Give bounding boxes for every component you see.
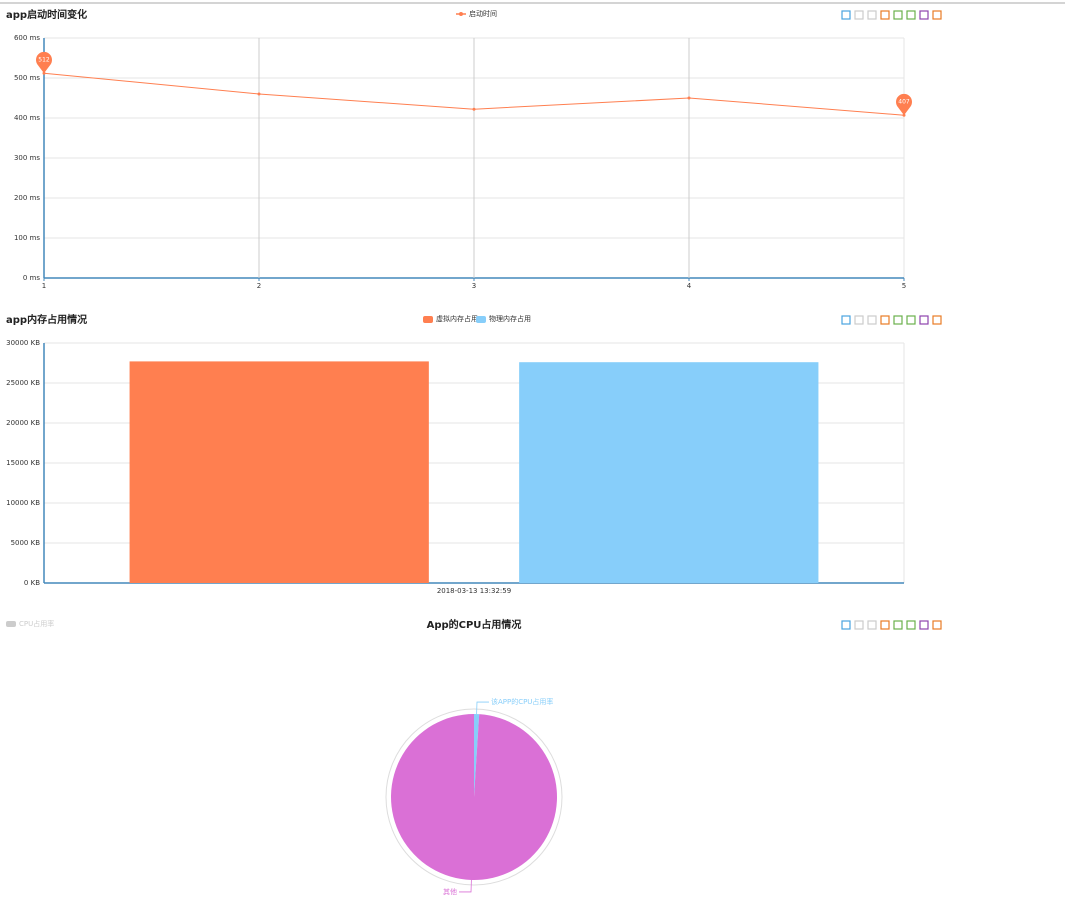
toolbox-icon[interactable]: [880, 620, 890, 630]
toolbox-icon[interactable]: [854, 620, 864, 630]
toolbox-icon[interactable]: [919, 620, 929, 630]
toolbox-icon[interactable]: [867, 10, 877, 20]
y-tick-label: 20000 KB: [6, 419, 40, 427]
y-tick-label: 400 ms: [14, 114, 40, 122]
y-tick-label: 200 ms: [14, 194, 40, 202]
legend-swatch: [423, 316, 433, 323]
legend-label[interactable]: CPU占用率: [19, 619, 54, 628]
pie-slice: [391, 714, 558, 881]
point: [687, 96, 691, 100]
toolbox-icon[interactable]: [854, 10, 864, 20]
mark-pin-label: 512: [38, 57, 50, 64]
y-tick-label: 10000 KB: [6, 499, 40, 507]
toolbox-icon[interactable]: [893, 620, 903, 630]
toolbox-icon[interactable]: [867, 315, 877, 325]
x-tick-label: 2018-03-13 13:32:59: [437, 587, 511, 595]
legend-swatch: [6, 621, 16, 627]
y-tick-label: 600 ms: [14, 34, 40, 42]
x-tick-label: 1: [42, 282, 46, 290]
toolbox-icon[interactable]: [841, 10, 851, 20]
y-tick-label: 300 ms: [14, 154, 40, 162]
legend-label[interactable]: 物理内存占用: [489, 314, 531, 323]
label-line: [459, 879, 472, 893]
x-tick-label: 5: [902, 282, 906, 290]
toolbox-icon[interactable]: [906, 620, 916, 630]
x-tick-label: 3: [472, 282, 476, 290]
toolbox-icon[interactable]: [893, 10, 903, 20]
y-tick-label: 100 ms: [14, 234, 40, 242]
toolbox-icon[interactable]: [854, 315, 864, 325]
toolbox-icon[interactable]: [919, 10, 929, 20]
toolbox-icon[interactable]: [841, 620, 851, 630]
toolbox-icon[interactable]: [932, 620, 942, 630]
x-tick-label: 4: [687, 282, 692, 290]
legend-label[interactable]: 虚拟内存占用: [436, 314, 478, 323]
toolbox-icon[interactable]: [906, 315, 916, 325]
bar: [519, 362, 819, 583]
bar: [129, 361, 429, 583]
chart-title: App的CPU占用情况: [427, 618, 522, 631]
legend-swatch: [476, 316, 486, 323]
toolbox-icon[interactable]: [880, 315, 890, 325]
y-tick-label: 0 ms: [23, 274, 40, 282]
legend-label[interactable]: 启动时间: [469, 9, 497, 18]
legend-dot: [459, 12, 463, 16]
pie-slice: [474, 714, 480, 797]
y-tick-label: 500 ms: [14, 74, 40, 82]
y-tick-label: 5000 KB: [11, 539, 41, 547]
mark-pin: [896, 93, 912, 116]
label-line: [476, 701, 489, 715]
toolbox-icon[interactable]: [880, 10, 890, 20]
pie-outline: [385, 708, 563, 886]
y-tick-label: 0 KB: [24, 579, 40, 587]
mark-pin-label: 407: [898, 99, 910, 106]
slice-label: 该APP的CPU占用率: [491, 697, 553, 706]
toolbox-icon[interactable]: [867, 620, 877, 630]
x-tick-label: 2: [257, 282, 261, 290]
point: [472, 107, 476, 111]
toolbox-icon[interactable]: [919, 315, 929, 325]
toolbox-icon[interactable]: [906, 10, 916, 20]
point: [257, 92, 261, 96]
toolbox-icon[interactable]: [932, 10, 942, 20]
chart-title: app启动时间变化: [6, 8, 87, 21]
toolbox-icon[interactable]: [841, 315, 851, 325]
y-tick-label: 25000 KB: [6, 379, 40, 387]
toolbox-icon[interactable]: [893, 315, 903, 325]
y-tick-label: 30000 KB: [6, 339, 40, 347]
y-tick-label: 15000 KB: [6, 459, 40, 467]
slice-label: 其他: [443, 887, 457, 896]
toolbox-icon[interactable]: [932, 315, 942, 325]
chart-title: app内存占用情况: [6, 313, 87, 326]
mark-pin: [36, 51, 52, 74]
